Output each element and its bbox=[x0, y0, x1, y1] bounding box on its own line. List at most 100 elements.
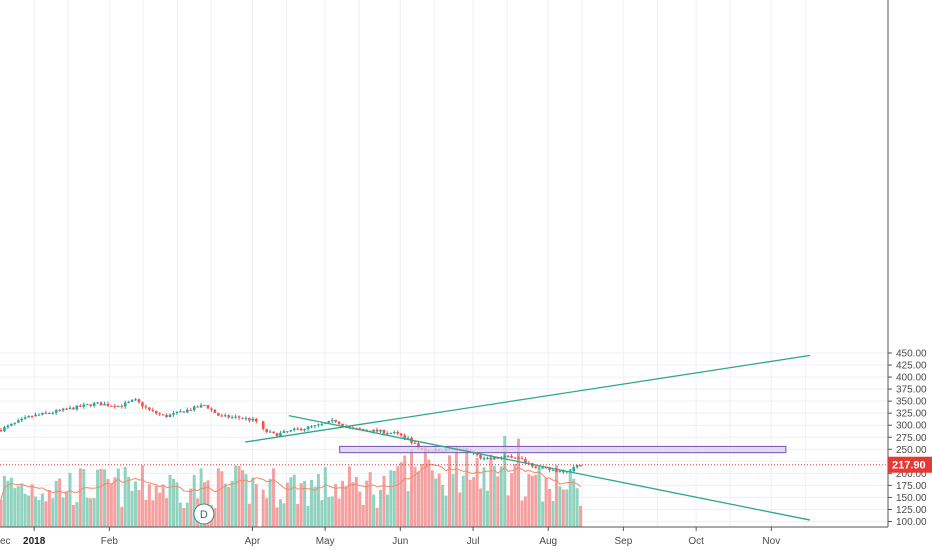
candle-body[interactable] bbox=[327, 420, 331, 423]
candle-body[interactable] bbox=[365, 429, 368, 431]
candle-body[interactable] bbox=[34, 414, 37, 417]
candle-body[interactable] bbox=[82, 404, 86, 407]
candle-body[interactable] bbox=[154, 410, 158, 414]
candle-body[interactable] bbox=[496, 457, 500, 459]
candle-body[interactable] bbox=[148, 407, 151, 410]
candle-body[interactable] bbox=[361, 429, 365, 431]
candle-body[interactable] bbox=[513, 457, 517, 459]
event-marker-circle[interactable] bbox=[193, 503, 215, 525]
candle-body[interactable] bbox=[206, 405, 210, 409]
candle-body[interactable] bbox=[575, 465, 579, 468]
candle-body[interactable] bbox=[175, 411, 179, 414]
candle-body[interactable] bbox=[227, 415, 230, 418]
candle-body[interactable] bbox=[579, 465, 582, 467]
candle-body[interactable] bbox=[230, 416, 234, 418]
candle-body[interactable] bbox=[517, 458, 520, 460]
candle-body[interactable] bbox=[482, 458, 486, 460]
candle-body[interactable] bbox=[534, 466, 538, 468]
candle-body[interactable] bbox=[241, 417, 244, 419]
candle-body[interactable] bbox=[65, 408, 68, 410]
candle-body[interactable] bbox=[317, 424, 320, 426]
candle-body[interactable] bbox=[137, 399, 141, 403]
candle-body[interactable] bbox=[182, 411, 186, 413]
trendline-2[interactable] bbox=[288, 414, 811, 521]
candle-body[interactable] bbox=[520, 458, 524, 460]
candle-body[interactable] bbox=[141, 402, 144, 407]
candle-body[interactable] bbox=[389, 433, 393, 435]
candle-body[interactable] bbox=[210, 408, 213, 410]
candle-body[interactable] bbox=[413, 442, 417, 444]
candle-body[interactable] bbox=[179, 411, 182, 413]
candle-body[interactable] bbox=[399, 433, 403, 436]
candle-body[interactable] bbox=[299, 428, 303, 431]
candle-body[interactable] bbox=[220, 415, 224, 417]
candle-body[interactable] bbox=[123, 402, 127, 407]
candle-body[interactable] bbox=[237, 416, 241, 418]
candle-body[interactable] bbox=[134, 399, 137, 401]
candle-body[interactable] bbox=[372, 429, 375, 432]
candle-body[interactable] bbox=[289, 430, 293, 432]
candle-body[interactable] bbox=[234, 416, 237, 418]
candle-body[interactable] bbox=[196, 406, 199, 408]
candle-body[interactable] bbox=[106, 404, 110, 406]
candle-body[interactable] bbox=[479, 454, 482, 459]
candle-body[interactable] bbox=[217, 412, 220, 416]
candle-body[interactable] bbox=[0, 430, 3, 432]
candle-body[interactable] bbox=[341, 423, 344, 427]
candle-body[interactable] bbox=[268, 431, 272, 433]
candle-body[interactable] bbox=[30, 416, 34, 418]
candle-body[interactable] bbox=[310, 426, 313, 428]
candle-body[interactable] bbox=[406, 437, 410, 439]
candle-body[interactable] bbox=[562, 470, 565, 473]
candle-body[interactable] bbox=[286, 431, 289, 433]
candle-body[interactable] bbox=[375, 429, 379, 432]
candle-body[interactable] bbox=[20, 418, 23, 421]
event-marker-d[interactable]: D bbox=[193, 503, 215, 525]
candle-body[interactable] bbox=[189, 409, 193, 411]
candle-body[interactable] bbox=[337, 421, 341, 424]
candle-body[interactable] bbox=[79, 405, 82, 407]
candle-body[interactable] bbox=[203, 405, 206, 407]
candle-body[interactable] bbox=[330, 419, 334, 421]
candle-body[interactable] bbox=[548, 467, 551, 470]
candle-body[interactable] bbox=[199, 405, 203, 408]
candle-body[interactable] bbox=[396, 432, 400, 434]
candle-body[interactable] bbox=[110, 405, 113, 407]
candle-body[interactable] bbox=[186, 409, 189, 413]
candle-body[interactable] bbox=[355, 427, 358, 429]
candle-body[interactable] bbox=[41, 412, 44, 415]
candle-body[interactable] bbox=[379, 429, 382, 432]
candle-body[interactable] bbox=[272, 431, 275, 434]
candle-body[interactable] bbox=[503, 455, 506, 458]
trendlines[interactable] bbox=[245, 354, 811, 521]
candle-body[interactable] bbox=[75, 405, 79, 410]
candle-body[interactable] bbox=[120, 405, 124, 407]
candle-body[interactable] bbox=[255, 418, 258, 422]
candle-body[interactable] bbox=[27, 416, 30, 418]
candle-body[interactable] bbox=[151, 409, 155, 411]
candle-body[interactable] bbox=[251, 418, 255, 421]
candle-body[interactable] bbox=[244, 418, 248, 420]
candle-body[interactable] bbox=[61, 408, 65, 411]
candle-body[interactable] bbox=[486, 458, 489, 460]
candle-body[interactable] bbox=[334, 419, 337, 422]
candle-body[interactable] bbox=[555, 469, 558, 472]
candle-body[interactable] bbox=[572, 467, 575, 472]
candle-body[interactable] bbox=[168, 414, 172, 418]
candle-body[interactable] bbox=[96, 402, 99, 404]
candle-body[interactable] bbox=[72, 407, 75, 410]
candle-body[interactable] bbox=[417, 443, 420, 449]
candle-body[interactable] bbox=[54, 410, 58, 413]
candle-body[interactable] bbox=[541, 467, 544, 469]
candle-body[interactable] bbox=[386, 433, 389, 435]
candle-body[interactable] bbox=[165, 414, 168, 418]
candle-body[interactable] bbox=[223, 415, 227, 417]
candle-body[interactable] bbox=[292, 428, 296, 431]
candle-body[interactable] bbox=[6, 425, 10, 428]
candle-body[interactable] bbox=[51, 412, 55, 414]
candlesticks[interactable] bbox=[0, 397, 582, 475]
candle-body[interactable] bbox=[192, 406, 196, 411]
candle-body[interactable] bbox=[393, 432, 396, 434]
candle-body[interactable] bbox=[68, 407, 72, 410]
candle-body[interactable] bbox=[475, 453, 479, 455]
